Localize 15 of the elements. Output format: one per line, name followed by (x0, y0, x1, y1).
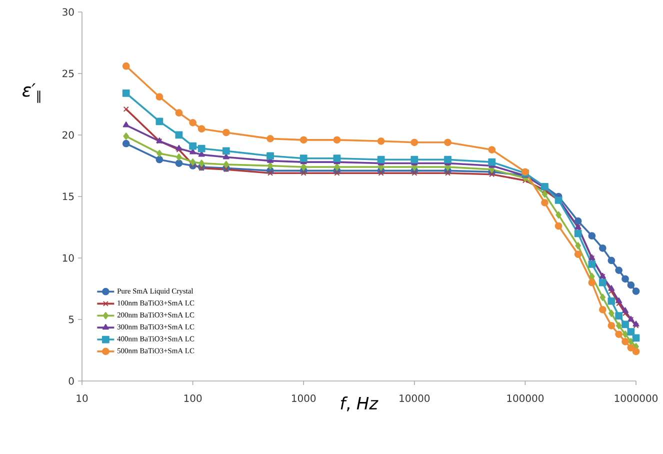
y-tick-label: 15 (62, 192, 74, 200)
y-tick-label: 5 (68, 316, 74, 324)
y-tick-label: 25 (62, 70, 74, 78)
x-tick-label: 1000000 (614, 394, 658, 402)
y-tick-label: 10 (62, 254, 74, 262)
x-tick-label: 100 (184, 394, 202, 402)
x-axis-title: f, Hz (340, 396, 378, 412)
y-axis-title: ε′$_{∥}$ (22, 83, 40, 103)
x-tick-label: 100000 (507, 394, 544, 402)
y-tick-label: 30 (62, 8, 74, 16)
y-tick-label: 0 (68, 377, 74, 385)
x-tick-label: 10 (76, 394, 88, 402)
y-tick-label: 20 (62, 131, 74, 139)
x-tick-label: 1000 (292, 394, 316, 402)
x-tick-label: 10000 (400, 394, 430, 402)
